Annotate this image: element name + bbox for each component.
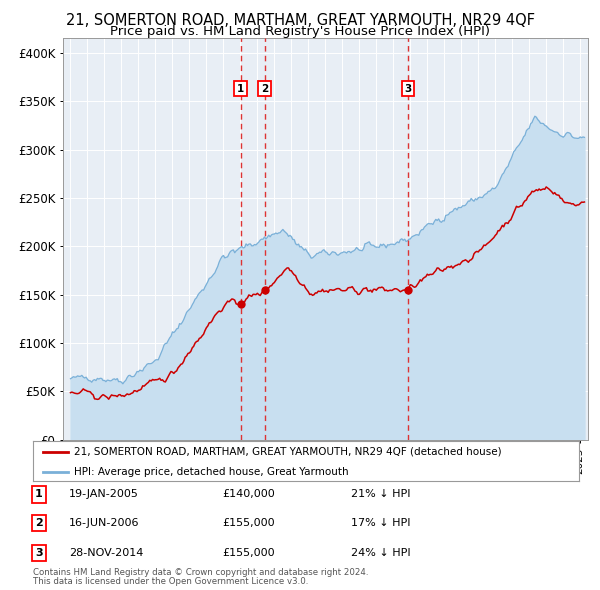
Text: 3: 3	[404, 84, 412, 94]
Text: Price paid vs. HM Land Registry's House Price Index (HPI): Price paid vs. HM Land Registry's House …	[110, 25, 490, 38]
Text: 2: 2	[35, 519, 43, 528]
Text: £155,000: £155,000	[222, 519, 275, 528]
Text: £140,000: £140,000	[222, 490, 275, 499]
Text: 1: 1	[35, 490, 43, 499]
Text: 19-JAN-2005: 19-JAN-2005	[69, 490, 139, 499]
Text: £155,000: £155,000	[222, 548, 275, 558]
Text: 28-NOV-2014: 28-NOV-2014	[69, 548, 143, 558]
Text: 2: 2	[261, 84, 268, 94]
Text: 1: 1	[237, 84, 244, 94]
Text: Contains HM Land Registry data © Crown copyright and database right 2024.: Contains HM Land Registry data © Crown c…	[33, 568, 368, 577]
Text: HPI: Average price, detached house, Great Yarmouth: HPI: Average price, detached house, Grea…	[74, 467, 349, 477]
Text: This data is licensed under the Open Government Licence v3.0.: This data is licensed under the Open Gov…	[33, 578, 308, 586]
Text: 3: 3	[35, 548, 43, 558]
Text: 17% ↓ HPI: 17% ↓ HPI	[351, 519, 410, 528]
Text: 16-JUN-2006: 16-JUN-2006	[69, 519, 139, 528]
Text: 21, SOMERTON ROAD, MARTHAM, GREAT YARMOUTH, NR29 4QF (detached house): 21, SOMERTON ROAD, MARTHAM, GREAT YARMOU…	[74, 447, 502, 457]
Text: 24% ↓ HPI: 24% ↓ HPI	[351, 548, 410, 558]
Text: 21, SOMERTON ROAD, MARTHAM, GREAT YARMOUTH, NR29 4QF: 21, SOMERTON ROAD, MARTHAM, GREAT YARMOU…	[65, 13, 535, 28]
Text: 21% ↓ HPI: 21% ↓ HPI	[351, 490, 410, 499]
